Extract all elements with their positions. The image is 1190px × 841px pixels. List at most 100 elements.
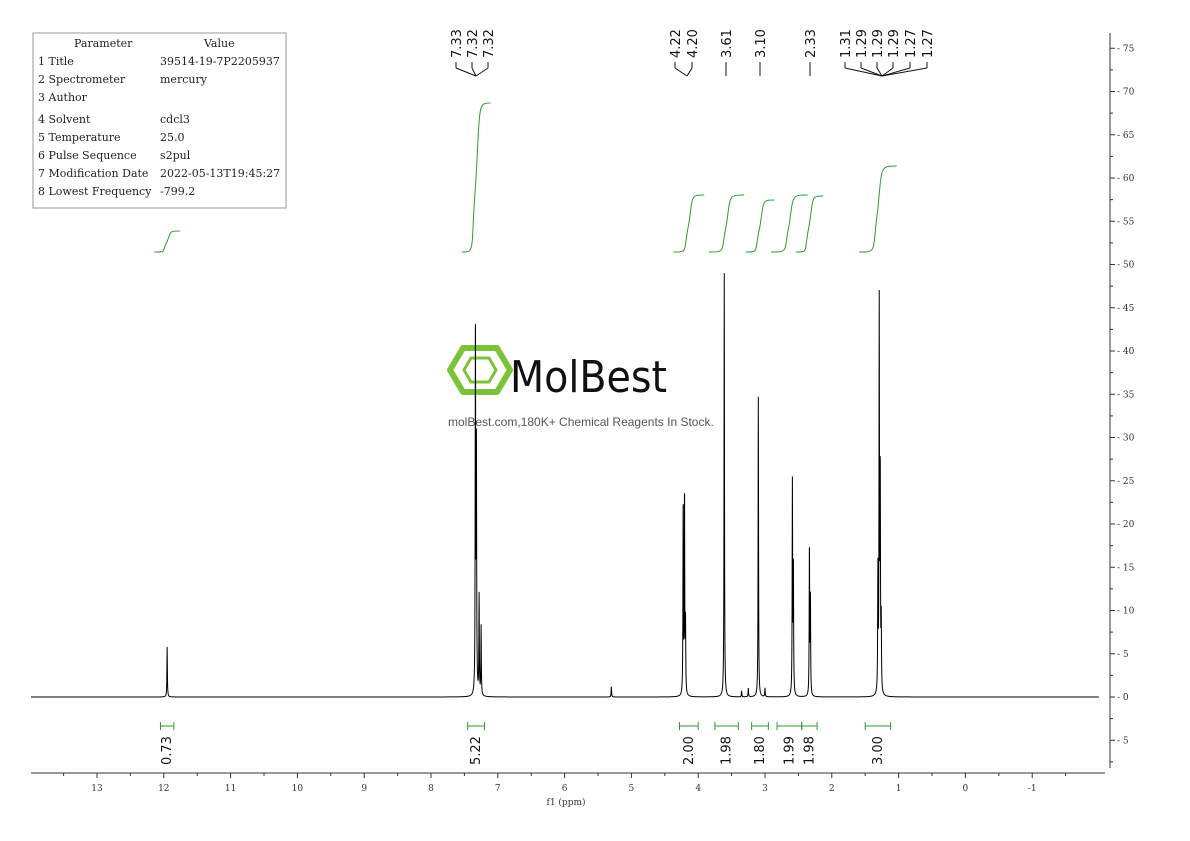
y-tick-label: - 0 bbox=[1117, 693, 1129, 703]
watermark-tagline: molBest.com,180K+ Chemical Reagents In S… bbox=[448, 415, 714, 429]
x-tick-label: 2 bbox=[829, 784, 835, 794]
param-header-name: Parameter bbox=[74, 37, 133, 50]
peak-label-group: 3.10 bbox=[754, 29, 769, 76]
integration-value: 1.99 bbox=[782, 736, 797, 765]
peak-label: 1.29 bbox=[871, 29, 886, 58]
peak-label: 1.27 bbox=[904, 29, 919, 58]
integration-bracket bbox=[776, 722, 803, 730]
param-value: 39514-19-7P2205937 bbox=[160, 55, 280, 68]
param-name: 6 Pulse Sequence bbox=[38, 149, 137, 162]
integral-curve bbox=[771, 194, 808, 253]
peak-label: 1.29 bbox=[855, 29, 870, 58]
peak-label: 4.22 bbox=[669, 29, 684, 58]
spectrum-trace bbox=[31, 273, 1099, 698]
y-tick-label: - 35 bbox=[1117, 390, 1135, 400]
integral-curves bbox=[154, 102, 897, 253]
x-tick-label: 1 bbox=[896, 784, 902, 794]
integration-value: 0.73 bbox=[160, 736, 175, 765]
x-tick-label: 9 bbox=[361, 784, 367, 794]
peak-labels: 7.33 7.32 7.32 4.22 4.20 3.61 3.10 2.33 1.31 1.29… bbox=[450, 29, 936, 77]
x-tick-label: 6 bbox=[562, 784, 568, 794]
param-name: 7 Modification Date bbox=[38, 167, 148, 180]
watermark: MolBest molBest.com,180K+ Chemical Reage… bbox=[447, 345, 714, 429]
peak-label: 7.32 bbox=[482, 29, 497, 58]
param-value: -799.2 bbox=[160, 185, 195, 198]
integration-value: 3.00 bbox=[871, 736, 886, 765]
x-axis: 13 12 11 10 9 8 7 6 5 4 3 2 1 0 -1 f1 (ppm) bbox=[31, 772, 1105, 808]
param-name: 1 Title bbox=[38, 55, 74, 68]
x-tick-label: 11 bbox=[225, 784, 236, 794]
peak-label: 3.10 bbox=[754, 29, 769, 58]
y-tick-label: - 40 bbox=[1117, 347, 1135, 357]
param-value: mercury bbox=[160, 73, 208, 86]
y-tick-label: - 20 bbox=[1117, 520, 1135, 530]
peak-label: 1.27 bbox=[921, 29, 936, 58]
integration-value: 2.00 bbox=[682, 736, 697, 765]
integral-curve bbox=[461, 102, 491, 253]
y-tick-label: - 55 bbox=[1117, 217, 1135, 227]
integration-bracket bbox=[751, 722, 769, 730]
param-value: s2pul bbox=[160, 149, 191, 162]
param-value: cdcl3 bbox=[160, 113, 190, 126]
y-tick-label: - 5 bbox=[1117, 650, 1129, 660]
peak-label-group: 7.33 7.32 7.32 bbox=[450, 29, 497, 77]
y-tick-label: - 75 bbox=[1117, 44, 1135, 54]
y-tick-label: - 60 bbox=[1117, 174, 1135, 184]
y-tick-label: - 70 bbox=[1117, 88, 1135, 98]
integral-curve bbox=[795, 195, 824, 253]
integration-value: 1.98 bbox=[720, 736, 735, 765]
param-value: 25.0 bbox=[160, 131, 185, 144]
x-tick-label: 10 bbox=[292, 784, 304, 794]
x-tick-label: 8 bbox=[428, 784, 434, 794]
integral-curve bbox=[673, 194, 705, 253]
integral-curve bbox=[154, 230, 180, 253]
y-tick-label: - 15 bbox=[1117, 563, 1135, 573]
param-name: 8 Lowest Frequency bbox=[38, 185, 152, 198]
integration-bracket bbox=[159, 722, 175, 730]
parameter-table: Parameter Value 1 Title 39514-19-7P220593… bbox=[32, 32, 287, 209]
peak-label: 1.31 bbox=[839, 29, 854, 58]
integration-marks: 0.73 5.22 2.00 1.98 1.80 1.99 1.98 3.00 bbox=[159, 722, 892, 765]
y-tick-label: - 50 bbox=[1117, 261, 1135, 271]
integration-bracket bbox=[864, 722, 892, 730]
peak-label-group: 2.33 bbox=[804, 29, 819, 76]
peak-label: 1.29 bbox=[887, 29, 902, 58]
integration-value: 5.22 bbox=[469, 736, 484, 765]
peak-label-group: 3.61 bbox=[720, 29, 735, 76]
integration-value: 1.80 bbox=[753, 736, 768, 765]
integration-bracket bbox=[714, 722, 739, 730]
x-tick-label: 3 bbox=[762, 784, 768, 794]
integration-bracket bbox=[801, 722, 818, 730]
param-header-value: Value bbox=[203, 37, 235, 50]
molbest-logo-icon bbox=[447, 345, 513, 395]
param-rows: 1 Title 39514-19-7P2205937 2 Spectrometer m… bbox=[38, 55, 280, 198]
y-tick-label: - 45 bbox=[1117, 304, 1135, 314]
watermark-brand: MolBest bbox=[510, 352, 667, 403]
x-tick-label: 7 bbox=[495, 784, 501, 794]
param-name: 2 Spectrometer bbox=[38, 73, 126, 86]
x-tick-label: 13 bbox=[91, 784, 103, 794]
peak-label-group: 1.31 1.29 1.29 1.29 1.27 1.27 bbox=[839, 29, 936, 77]
y-tick-label: - 25 bbox=[1117, 477, 1135, 487]
x-tick-label: -1 bbox=[1028, 784, 1037, 794]
peak-label: 3.61 bbox=[720, 29, 735, 58]
peak-label: 4.20 bbox=[686, 29, 701, 58]
integral-curve bbox=[859, 165, 897, 253]
x-tick-label: 5 bbox=[629, 784, 635, 794]
peak-label: 2.33 bbox=[804, 29, 819, 58]
x-tick-label: 4 bbox=[695, 784, 701, 794]
param-value: 2022-05-13T19:45:27 bbox=[160, 167, 280, 180]
peak-label: 7.32 bbox=[466, 29, 481, 58]
y-tick-label: - 30 bbox=[1117, 434, 1135, 444]
y-tick-label: - 10 bbox=[1117, 607, 1135, 617]
peak-label-group: 4.22 4.20 bbox=[669, 29, 701, 77]
x-axis-label: f1 (ppm) bbox=[547, 797, 586, 808]
integral-curve bbox=[745, 199, 775, 253]
integral-curve bbox=[708, 194, 745, 253]
integration-bracket bbox=[467, 722, 485, 730]
y-axis: - 75 - 70 - 65 - 60 - 55 - 50 - 45 - 40 - 35 - 30… bbox=[1109, 33, 1135, 768]
parameter-table-border bbox=[32, 32, 287, 209]
x-tick-label: 12 bbox=[158, 784, 169, 794]
x-ticks: 13 12 11 10 9 8 7 6 5 4 3 2 1 0 -1 bbox=[63, 773, 1067, 794]
